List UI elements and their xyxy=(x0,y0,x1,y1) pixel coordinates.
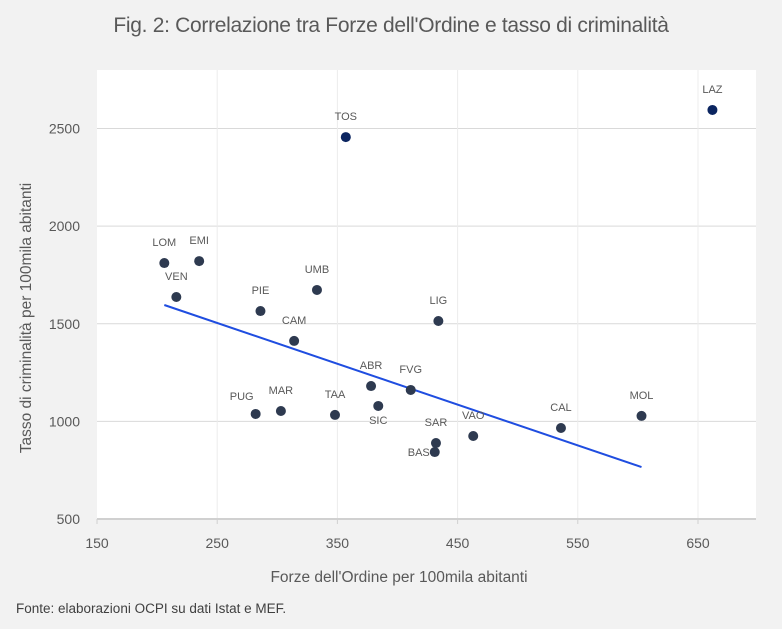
grid-lines xyxy=(96,70,756,524)
data-point-sar xyxy=(430,438,441,449)
data-point-cal xyxy=(555,423,566,434)
data-point-emi xyxy=(194,256,205,267)
x-axis-title: Forze dell'Ordine per 100mila abitanti xyxy=(270,569,527,586)
data-points: LOM EMI VEN PIE UMB CAM LIG TOS LAZ ABR FVG PUG MAR T… xyxy=(152,84,722,459)
data-point-taa xyxy=(329,409,340,420)
data-point-abr xyxy=(366,381,377,392)
x-tick-label: 250 xyxy=(206,535,230,551)
point-label: MAR xyxy=(269,385,294,397)
x-tick-label: 650 xyxy=(686,535,710,551)
data-point-umb xyxy=(311,284,322,295)
data-point-lig xyxy=(433,316,444,327)
y-tick-label: 1500 xyxy=(49,316,80,332)
data-point-vao xyxy=(468,431,479,442)
data-point-laz xyxy=(707,104,718,115)
data-point-pug xyxy=(250,408,261,419)
y-axis-title: Tasso di criminalità per 100mila abitant… xyxy=(18,183,35,454)
x-tick-label: 150 xyxy=(85,535,109,551)
chart-title: Fig. 2: Correlazione tra Forze dell'Ordi… xyxy=(113,14,669,37)
point-label: CAL xyxy=(550,402,571,414)
data-point-tos xyxy=(340,132,351,143)
x-axis-ticks: 150 250 350 450 550 650 xyxy=(85,535,710,551)
point-label: MOL xyxy=(630,390,654,402)
trendline xyxy=(163,304,642,469)
point-label: SAR xyxy=(425,417,448,429)
point-label: UMB xyxy=(305,264,329,276)
point-label: FVG xyxy=(399,364,422,376)
data-point-sic xyxy=(373,400,384,411)
point-label: TAA xyxy=(325,389,346,401)
point-label: EMI xyxy=(189,235,209,247)
y-tick-label: 1000 xyxy=(49,413,80,429)
point-label: CAM xyxy=(282,315,306,327)
point-label: LIG xyxy=(430,295,448,307)
y-tick-label: 2000 xyxy=(49,218,80,234)
data-point-lom xyxy=(159,258,170,269)
source-note: Fonte: elaborazioni OCPI su dati Istat e… xyxy=(16,601,287,616)
x-tick-label: 550 xyxy=(566,535,590,551)
point-label: LOM xyxy=(152,237,176,249)
data-point-mar xyxy=(275,406,286,417)
data-point-mol xyxy=(636,410,647,421)
point-label: LAZ xyxy=(702,84,722,96)
plot-area xyxy=(97,70,756,519)
point-label: VEN xyxy=(165,271,188,283)
y-axis-ticks: 500 1000 1500 2000 2500 xyxy=(49,121,80,528)
x-tick-label: 450 xyxy=(446,535,470,551)
point-label: SIC xyxy=(369,415,387,427)
point-label: TOS xyxy=(335,111,357,123)
data-point-bas xyxy=(429,447,440,458)
x-tick-label: 350 xyxy=(326,535,350,551)
data-point-pie xyxy=(255,306,266,317)
data-point-ven xyxy=(171,292,182,303)
point-label: VAO xyxy=(462,410,485,422)
point-label: PIE xyxy=(252,285,270,297)
point-label: PUG xyxy=(230,391,254,403)
data-point-cam xyxy=(289,335,300,346)
y-tick-label: 2500 xyxy=(49,121,80,137)
point-label: ABR xyxy=(360,360,383,372)
y-tick-label: 500 xyxy=(57,511,81,527)
data-point-fvg xyxy=(405,384,416,395)
point-label: BAS xyxy=(408,447,430,459)
